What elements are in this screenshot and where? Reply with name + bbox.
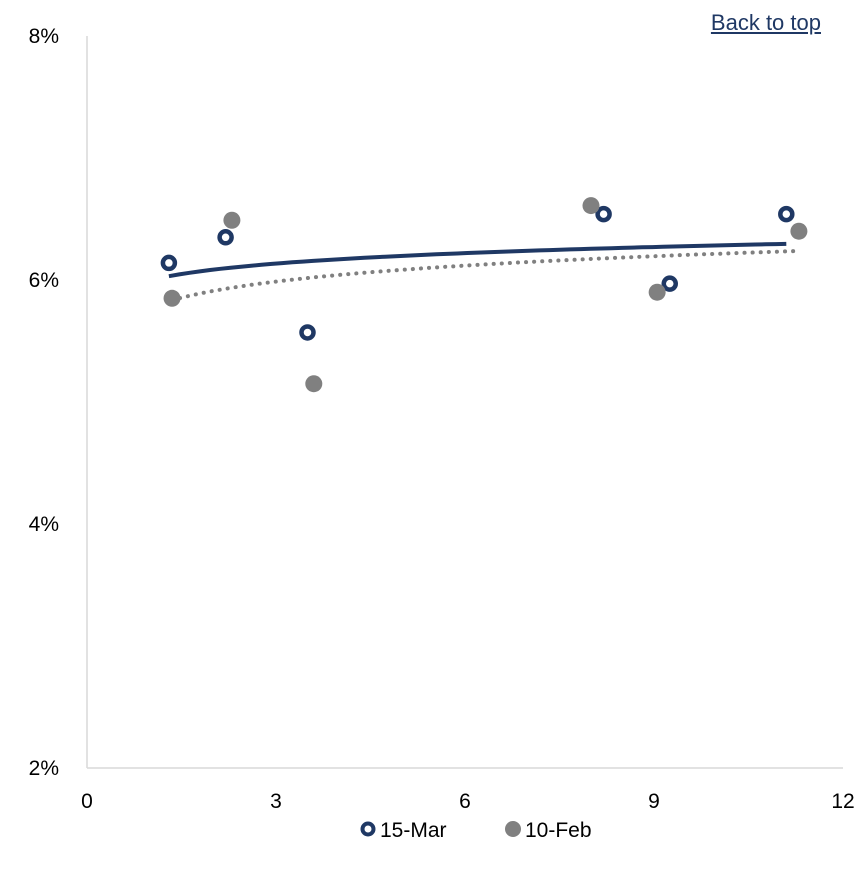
- back-to-top-link[interactable]: Back to top: [710, 10, 821, 35]
- legend-marker-10-feb: [505, 821, 521, 837]
- data-point-15-mar: [299, 324, 316, 341]
- data-point-15-mar: [778, 205, 795, 223]
- legend-label-15-mar: 15-Mar: [380, 819, 447, 842]
- axes: 2% 4% 6% 8% 0 3 6 9 12: [29, 25, 855, 813]
- legend-marker-15-mar: [360, 821, 376, 837]
- x-tick-label: 6: [459, 790, 471, 813]
- x-tick-label: 12: [831, 790, 854, 813]
- data-point-15-mar: [160, 254, 178, 272]
- y-tick-label: 4%: [29, 513, 59, 536]
- legend: 15-Mar 10-Feb: [360, 819, 592, 842]
- data-point-10-feb: [305, 375, 323, 393]
- legend-label-10-feb: 10-Feb: [525, 819, 592, 842]
- y-tick-label: 6%: [29, 269, 59, 292]
- data-point-15-mar: [595, 205, 612, 223]
- data-point-15-mar: [661, 275, 678, 292]
- x-tick-label: 9: [648, 790, 660, 813]
- data-point-10-feb: [582, 197, 600, 215]
- data-point-15-mar: [217, 229, 234, 246]
- trendline-10-feb: [170, 249, 801, 302]
- data-point-10-feb: [790, 222, 808, 240]
- x-tick-label: 3: [270, 790, 282, 813]
- y-tick-label: 8%: [29, 25, 59, 48]
- data-point-10-feb: [223, 211, 241, 229]
- data-point-10-feb: [648, 283, 666, 301]
- trendlines: [168, 241, 801, 302]
- data-point-10-feb: [163, 289, 181, 307]
- x-tick-label: 0: [81, 790, 93, 813]
- trendline-15-mar: [168, 241, 787, 279]
- data-points: [160, 197, 808, 393]
- y-tick-label: 2%: [29, 757, 59, 780]
